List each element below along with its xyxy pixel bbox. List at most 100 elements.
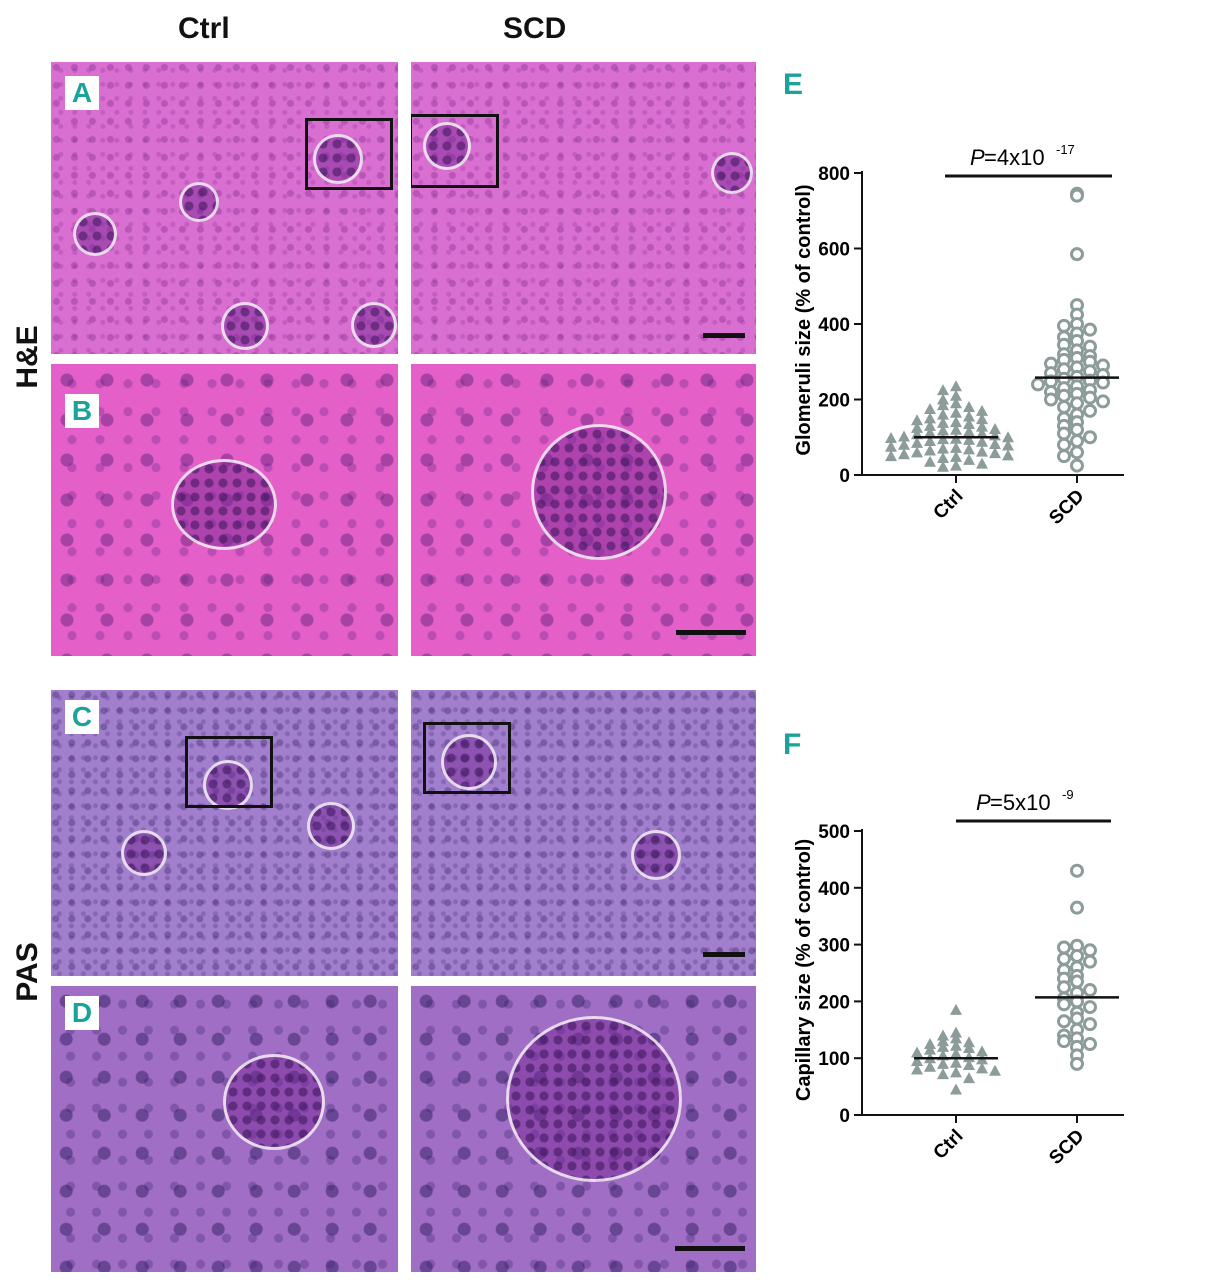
scale-bar [703, 952, 745, 957]
data-point-triangle [1002, 449, 1014, 461]
data-point-triangle [976, 413, 988, 425]
data-point-triangle [911, 446, 923, 458]
glomerulus [73, 212, 117, 256]
data-point-triangle [911, 436, 923, 448]
p-symbol: P [976, 790, 991, 815]
data-point-triangle [950, 1056, 962, 1068]
data-point-triangle [976, 445, 988, 457]
data-point-circle [1070, 900, 1084, 915]
data-point-circle [1070, 863, 1084, 878]
glomerulus [171, 459, 277, 550]
data-point-triangle [950, 1003, 962, 1015]
data-point-triangle [989, 447, 1001, 459]
data-point-triangle [937, 442, 949, 454]
data-point-triangle [924, 455, 936, 467]
x-tick-label: SCD [1045, 1126, 1088, 1169]
p-text: =5x10 [990, 790, 1051, 815]
data-point-triangle [1002, 439, 1014, 451]
data-point-triangle [885, 450, 897, 462]
data-point-triangle [950, 450, 962, 462]
data-point-triangle [963, 410, 975, 422]
data-point-circle [1070, 434, 1084, 449]
data-point-circle [1057, 980, 1071, 995]
pas-scd-high-image [411, 986, 756, 1272]
pas-ctrl-low-image: C [51, 690, 398, 976]
panel-label-b: B [65, 394, 99, 428]
pas-scd-low-image [411, 690, 756, 976]
y-tick-label: 100 [818, 1049, 850, 1070]
data-point-triangle [950, 1083, 962, 1095]
data-point-triangle [937, 399, 949, 411]
p-text: =4x10 [984, 145, 1045, 170]
data-point-circle [1083, 1017, 1097, 1032]
data-point-circle [1083, 983, 1097, 998]
chart-glomeruli-size: Glomeruli size (% of control) P =4x10 -1… [793, 142, 1124, 529]
data-point-circle [1057, 437, 1071, 452]
data-point-circle [1083, 1037, 1097, 1051]
data-point-triangle [963, 1041, 975, 1053]
glomerulus [441, 734, 497, 790]
y-axis-label: Capillary size (% of control) [793, 839, 815, 1101]
data-point-triangle [963, 418, 975, 430]
data-point-circle [1070, 396, 1084, 411]
data-point-circle [1070, 1011, 1084, 1026]
data-point-triangle [963, 443, 975, 455]
data-point-circle [1070, 188, 1084, 203]
data-point-triangle [963, 401, 975, 413]
x-tick-label: Ctrl [930, 486, 968, 524]
data-point-circle [1057, 1014, 1071, 1029]
panel-label-e: E [783, 68, 804, 101]
data-point-triangle [911, 421, 923, 433]
glomerulus [351, 302, 397, 348]
data-point-triangle [976, 435, 988, 447]
data-point-triangle [924, 1043, 936, 1055]
data-point-circle [1083, 943, 1097, 958]
data-point-circle [1057, 1034, 1071, 1049]
data-point-triangle [950, 1026, 962, 1038]
glomerulus [711, 152, 753, 194]
data-point-triangle [937, 384, 949, 396]
data-point-circle [1070, 974, 1084, 989]
data-point-triangle [937, 424, 949, 436]
he-ctrl-high-image: B [51, 364, 398, 656]
row-header-pas: PAS [11, 942, 44, 1002]
data-point-circle [1057, 400, 1071, 415]
panel-label-a: A [65, 76, 99, 110]
glomerulus [423, 122, 471, 170]
data-point-triangle [950, 423, 962, 435]
data-point-triangle [976, 420, 988, 432]
inset-box [185, 736, 273, 808]
data-point-circle [1083, 322, 1097, 337]
data-point-triangle [989, 438, 1001, 450]
pas-ctrl-high-image: D [51, 986, 398, 1272]
data-point-circle [1083, 390, 1097, 405]
data-point-triangle [924, 419, 936, 431]
y-tick-label: 400 [818, 315, 850, 336]
he-scd-low-image [411, 62, 756, 354]
data-point-triangle [937, 1040, 949, 1052]
data-point-triangle [950, 406, 962, 418]
data-point-triangle [924, 435, 936, 447]
data-point-triangle [924, 402, 936, 414]
p-value-label: P =5x10 -9 [976, 787, 1074, 815]
x-tick-label: Ctrl [930, 1126, 968, 1164]
inset-box [423, 722, 511, 794]
data-point-circle [1057, 997, 1071, 1012]
data-point-triangle [911, 1063, 923, 1075]
data-point-triangle [898, 430, 910, 442]
p-exponent: -17 [1056, 142, 1075, 157]
data-point-triangle [976, 404, 988, 416]
data-point-triangle [950, 416, 962, 428]
column-header-scd: SCD [503, 12, 567, 45]
glomerulus [307, 802, 355, 850]
inset-box [411, 114, 499, 188]
data-point-triangle [937, 460, 949, 472]
data-point-triangle [937, 408, 949, 420]
data-point-triangle [937, 1029, 949, 1041]
scale-bar [676, 630, 746, 635]
data-point-triangle [976, 1045, 988, 1057]
p-exponent: -9 [1062, 787, 1074, 802]
data-point-triangle [937, 1057, 949, 1069]
data-point-triangle [924, 444, 936, 456]
data-point-circle [1057, 426, 1071, 441]
